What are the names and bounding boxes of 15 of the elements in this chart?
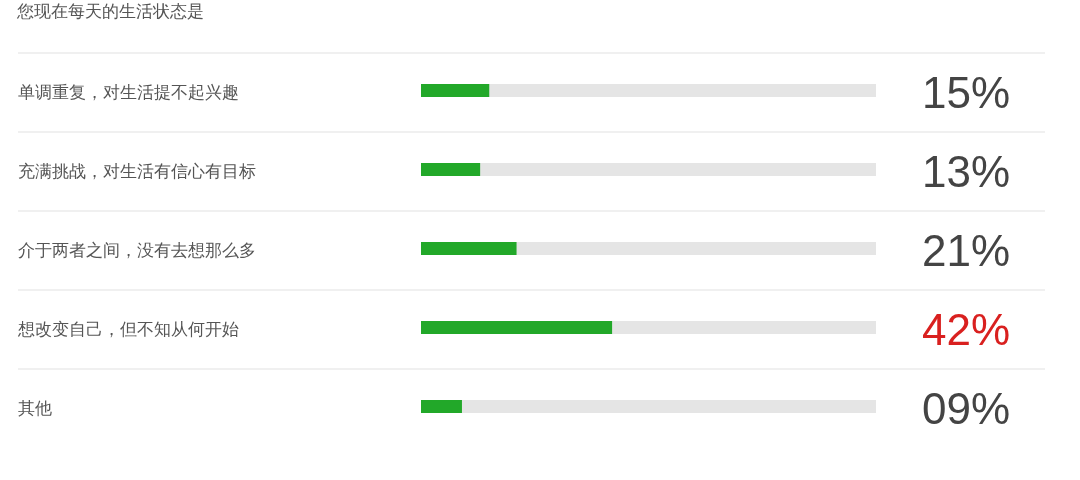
data-label: 42% [921, 304, 1011, 354]
y-tick-label: 介于两者之间，没有去想那么多 [18, 239, 256, 260]
data-label: 09% [921, 383, 1011, 433]
bar [421, 242, 517, 255]
data-label: 21% [921, 225, 1011, 275]
bar [421, 163, 481, 176]
bar [421, 400, 462, 413]
bar [421, 84, 490, 97]
data-label: 13% [921, 146, 1011, 196]
y-tick-label: 充满挑战，对生活有信心有目标 [18, 160, 256, 181]
y-tick-label: 单调重复，对生活提不起兴趣 [18, 81, 239, 102]
text: 您现在每天的生活状态是 [16, 1, 205, 22]
y-tick-label: 其他 [18, 397, 52, 418]
y-tick-label: 想改变自己，但不知从何开始 [17, 318, 239, 339]
data-label: 15% [921, 67, 1011, 117]
